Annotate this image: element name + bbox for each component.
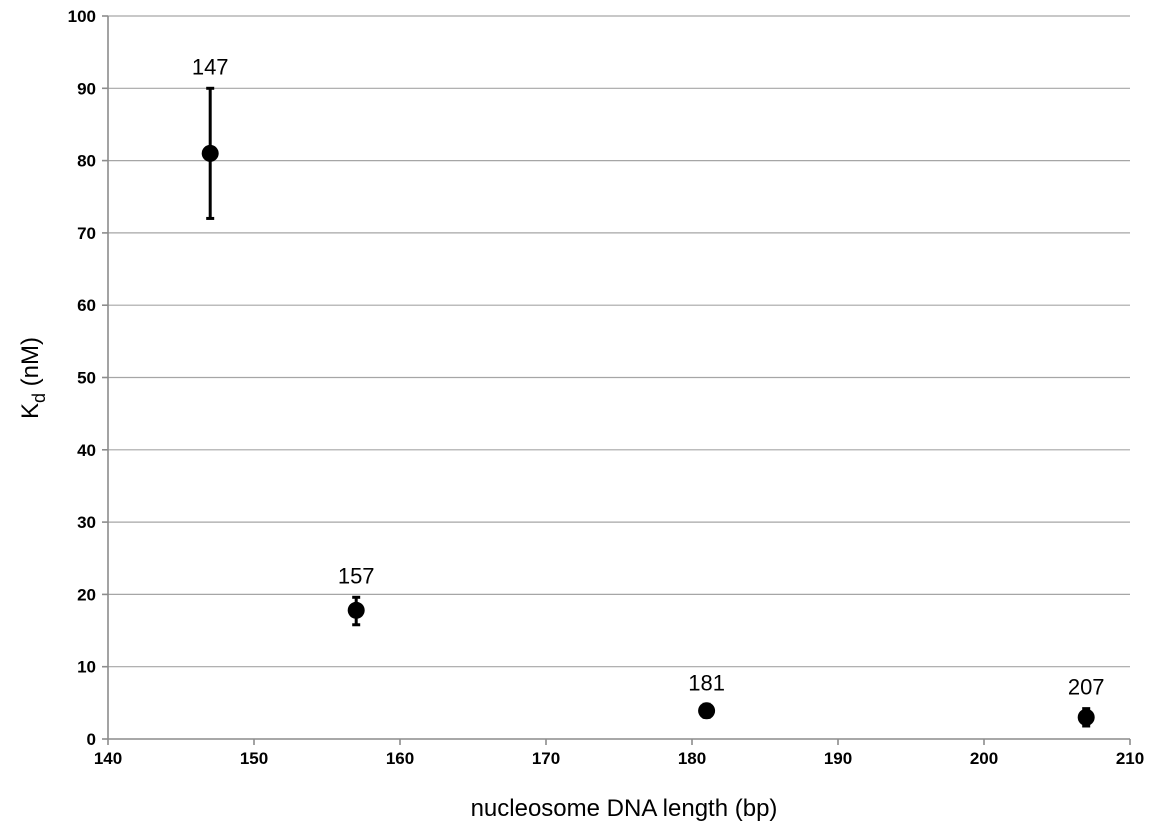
x-tick-label: 160	[386, 749, 414, 768]
x-tick-label: 210	[1116, 749, 1144, 768]
y-tick-label: 10	[77, 658, 96, 677]
x-tick-label: 200	[970, 749, 998, 768]
data-point-group: 157	[338, 563, 375, 627]
data-point-label: 157	[338, 563, 375, 588]
y-axis-title-unit: (nM)	[17, 337, 44, 393]
data-point-group: 147	[192, 54, 229, 220]
data-point-marker	[1077, 708, 1095, 726]
y-tick-label: 20	[77, 585, 96, 604]
data-points: 147 157 181 207	[192, 54, 1105, 728]
data-point-marker	[698, 702, 716, 720]
x-tick-label: 180	[678, 749, 706, 768]
y-tick-label: 30	[77, 513, 96, 532]
tick-labels: 0 10 20 30 40 50 60 70 80 90 100 140 150 160 170 180 190…	[68, 7, 1145, 768]
y-axis-title-main: K	[17, 403, 44, 419]
data-point-label: 181	[688, 670, 725, 695]
y-axis-title-subscript: d	[29, 393, 49, 403]
data-point-label: 207	[1068, 675, 1105, 700]
grid-lines	[108, 15, 1130, 668]
x-axis-title: nucleosome DNA length (bp)	[471, 795, 778, 822]
data-point-marker	[201, 144, 219, 162]
y-tick-label: 80	[77, 152, 96, 171]
data-point-label: 147	[192, 54, 229, 79]
y-tick-label: 100	[68, 7, 96, 26]
x-tick-label: 170	[532, 749, 560, 768]
y-tick-label: 90	[77, 79, 96, 98]
axes	[102, 15, 1131, 745]
y-axis-title: Kd (nM)	[17, 337, 49, 419]
y-tick-label: 0	[87, 730, 96, 749]
data-point-group: 207	[1068, 675, 1105, 728]
x-tick-label: 150	[240, 749, 268, 768]
y-tick-label: 60	[77, 296, 96, 315]
x-tick-label: 140	[94, 749, 122, 768]
data-point-marker	[347, 601, 365, 619]
y-tick-label: 40	[77, 441, 96, 460]
x-tick-label: 190	[824, 749, 852, 768]
y-tick-label: 70	[77, 224, 96, 243]
data-point-group: 181	[688, 670, 725, 720]
y-tick-label: 50	[77, 369, 96, 388]
